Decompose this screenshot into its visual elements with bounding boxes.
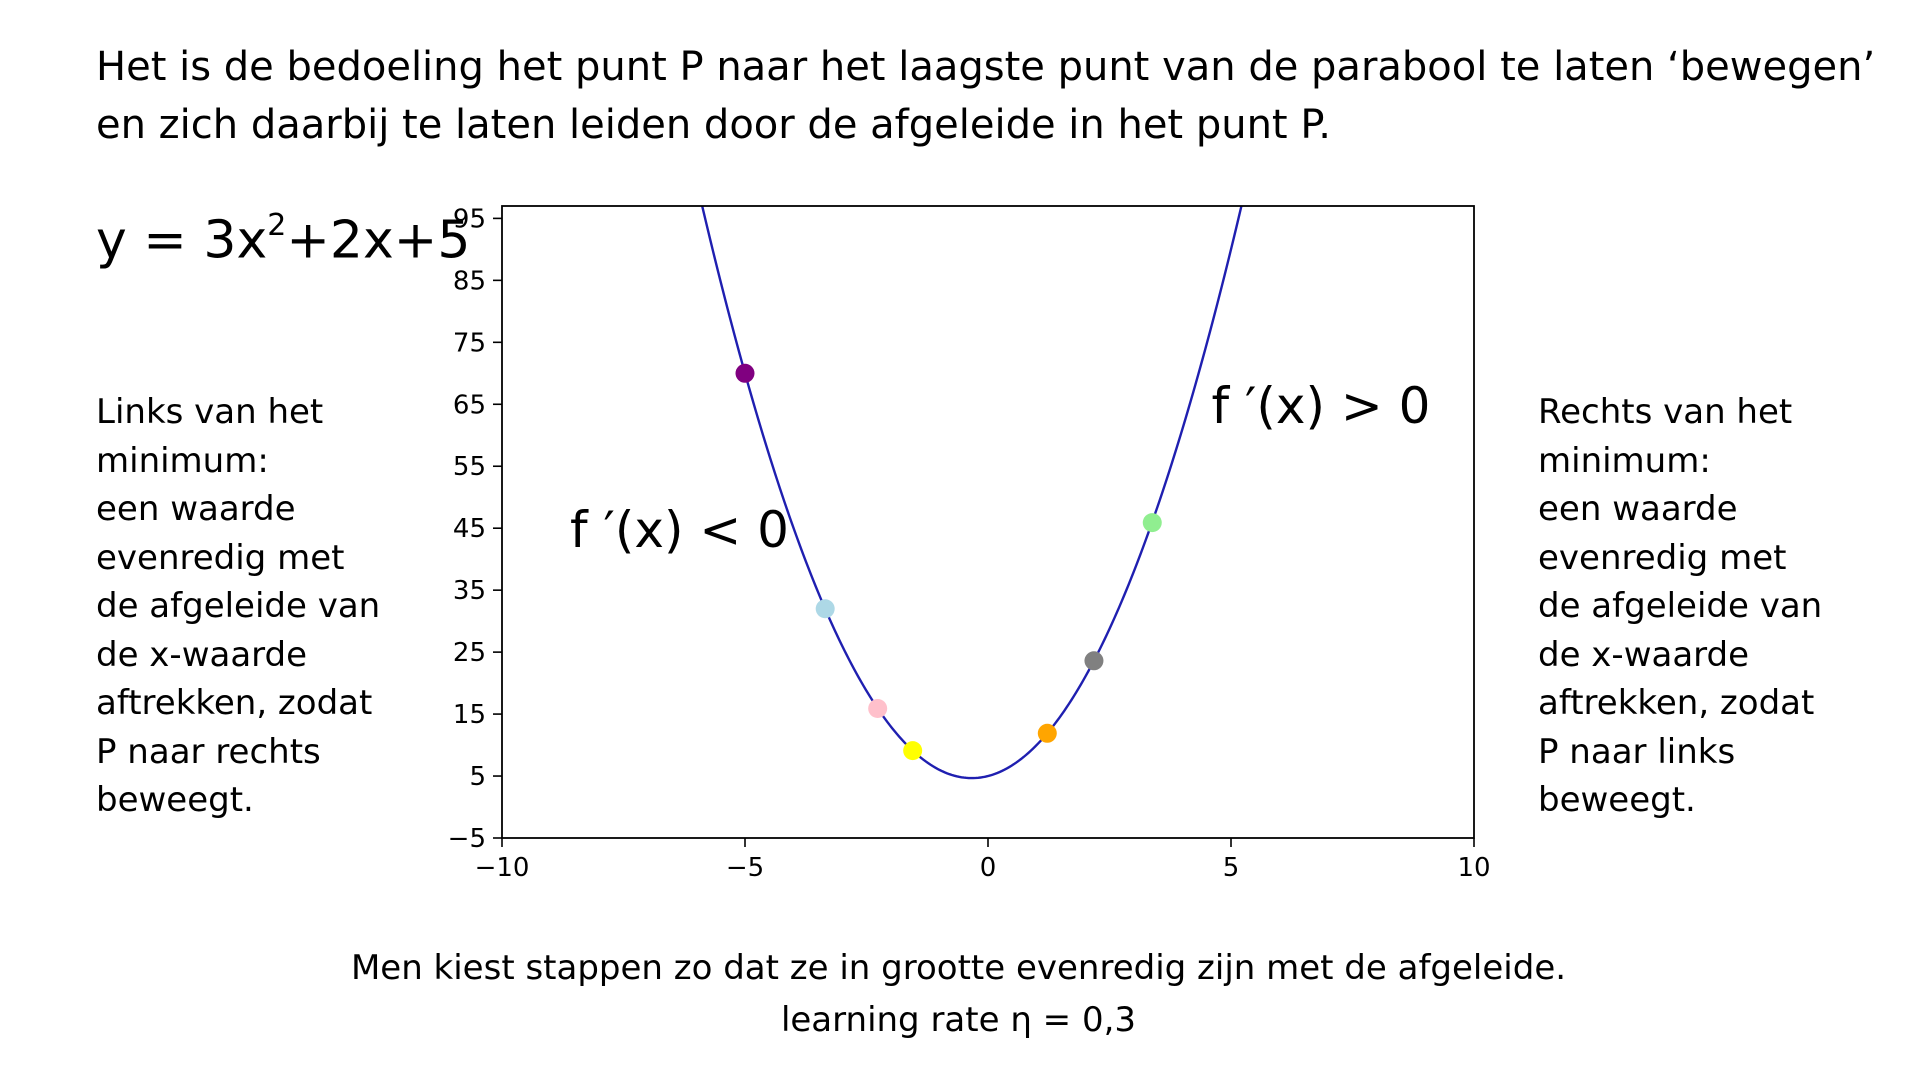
left-note-line: de afgeleide van [96,586,381,626]
y-tick-label: 65 [453,390,486,420]
formula: y = 3x2+2x+5 [96,200,470,270]
left-note-line: een waarde [96,489,296,529]
left-note-line: minimum: [96,440,269,481]
caption-line-1: Men kiest stappen zo dat ze in grootte e… [350,948,1567,988]
y-tick-label: 95 [453,204,486,234]
left-note-line: Links van het [96,392,324,432]
right-note-line: beweegt. [1538,780,1696,820]
y-tick-label: 85 [453,266,486,296]
right-note-line: minimum: [1538,440,1711,481]
left-note-line: evenredig met [96,537,345,578]
right-note-line: de afgeleide van [1538,586,1823,626]
intro-line-2: en zich daarbij te laten leiden door de … [96,102,1331,148]
y-tick-label: −5 [448,824,486,854]
data-point [815,599,835,619]
caption-line-2: learning rate η = 0,3 [780,1000,1137,1040]
x-tick-label: 5 [1223,853,1240,883]
left-note-line: beweegt. [96,780,254,820]
parabola-curve [700,206,1243,780]
formula-tail: +2x+5 [286,210,471,271]
y-tick-label: 75 [453,328,486,358]
data-point [1037,723,1057,743]
left-note: Links van het minimum: een waarde evenre… [96,388,396,825]
right-note-line: de x-waarde [1538,634,1750,675]
y-tick-label: 25 [453,638,486,668]
data-point [1084,651,1104,671]
right-note-line: Rechts van het [1538,392,1793,432]
formula-exponent: 2 [267,208,287,243]
right-note-line: evenredig met [1538,537,1787,578]
y-tick-label: 5 [469,762,486,792]
intro-line-1: Het is de bedoeling het punt P naar het … [96,44,1876,90]
left-note-line: P naar rechts [96,731,321,772]
right-note-line: P naar links [1538,731,1736,772]
data-point [868,699,888,719]
x-tick-label: 0 [980,853,997,883]
data-point [1142,513,1162,533]
x-tick-label: −5 [726,853,764,883]
derivative-annotation: f ′(x) > 0 [1212,377,1431,435]
y-tick-label: 55 [453,452,486,482]
y-tick-label: 35 [453,576,486,606]
x-tick-label: 10 [1457,853,1490,883]
y-tick-label: 15 [453,700,486,730]
right-note-line: aftrekken, zodat [1538,683,1815,723]
data-point [735,363,755,383]
y-tick-label: 45 [453,514,486,544]
left-note-line: aftrekken, zodat [96,683,373,723]
derivative-annotation: f ′(x) < 0 [570,501,789,559]
intro-text: Het is de bedoeling het punt P naar het … [96,38,1896,154]
formula-base: y = 3x [96,210,268,271]
data-point [903,741,923,761]
right-note-line: een waarde [1538,489,1738,529]
right-note: Rechts van het minimum: een waarde evenr… [1538,388,1838,825]
left-note-line: de x-waarde [96,634,308,675]
x-tick-label: −10 [475,853,530,883]
